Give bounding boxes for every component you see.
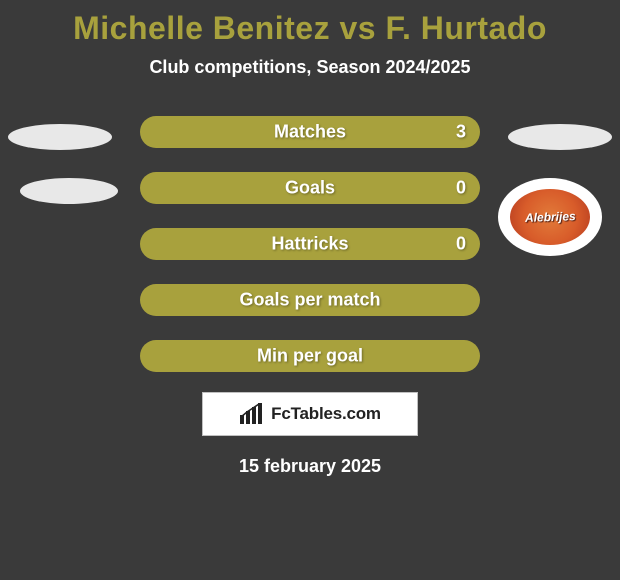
stat-bar: Hattricks 0 (140, 228, 480, 260)
stat-value: 0 (456, 178, 466, 199)
stat-bar: Goals per match (140, 284, 480, 316)
stat-value: 3 (456, 122, 466, 143)
stat-bar: Matches 3 (140, 116, 480, 148)
stat-label: Hattricks (271, 234, 348, 255)
brand-icon (239, 403, 265, 425)
stat-label: Min per goal (257, 346, 363, 367)
stat-row: Goals 0 (0, 164, 620, 210)
stat-bar: Goals 0 (140, 172, 480, 204)
right-team-logo-text: Alebrijes (524, 210, 575, 224)
stat-label: Goals per match (239, 290, 380, 311)
footer-date: 15 february 2025 (0, 456, 620, 477)
page-title: Michelle Benitez vs F. Hurtado (0, 10, 620, 47)
stat-row: Hattricks 0 (0, 220, 620, 266)
stat-bar: Min per goal (140, 340, 480, 372)
stat-row: Min per goal (0, 332, 620, 378)
page-root: Michelle Benitez vs F. Hurtado Club comp… (0, 0, 620, 580)
stat-row: Goals per match (0, 276, 620, 322)
brand-box: FcTables.com (202, 392, 418, 436)
stat-label: Goals (285, 178, 335, 199)
stat-row: Matches 3 (0, 108, 620, 154)
page-subtitle: Club competitions, Season 2024/2025 (0, 57, 620, 78)
stat-bars-container: Matches 3 Goals 0 Hattricks 0 Goals per match M… (0, 108, 620, 378)
stat-value: 0 (456, 234, 466, 255)
stat-label: Matches (274, 122, 346, 143)
brand-text: FcTables.com (271, 404, 381, 424)
